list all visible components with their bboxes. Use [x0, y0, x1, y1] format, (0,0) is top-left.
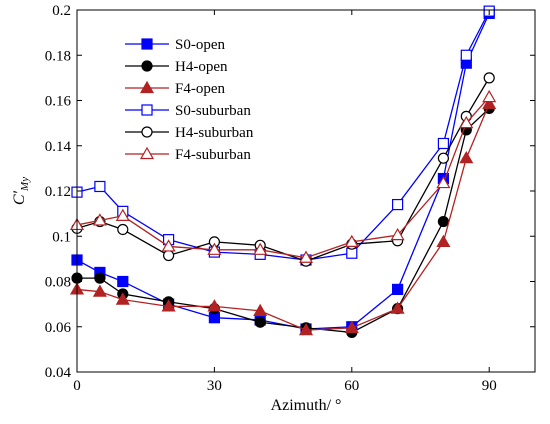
data-point — [161, 239, 176, 252]
y-tick-label: 0.06 — [45, 320, 72, 336]
axis-ticks: 0 30 60 90 0.04 0.06 0.08 0.1 0.12 0.14 0.16 0.18 0.… — [45, 3, 535, 394]
y-tick-label: 0.04 — [45, 365, 72, 381]
plot-marks — [69, 5, 497, 339]
series-line — [76, 96, 490, 259]
legend-label: S0-suburban — [175, 103, 251, 119]
legend-marker — [139, 80, 155, 94]
data-point — [482, 89, 497, 103]
legend-marker — [141, 104, 153, 116]
data-point — [115, 208, 130, 221]
data-point — [459, 150, 474, 164]
legend-entry: S0-open — [125, 37, 225, 53]
data-point — [94, 180, 106, 193]
data-point — [298, 322, 314, 336]
legend: S0-open H4-open F4-open S0-suburban H4-subur… — [125, 37, 254, 163]
data-point — [436, 234, 451, 248]
legend-label: H4-open — [175, 59, 228, 75]
series-F4-open — [69, 96, 497, 336]
data-point — [253, 242, 268, 255]
legend-entry: H4-open — [125, 59, 228, 75]
legend-marker — [141, 60, 153, 72]
data-point — [117, 223, 129, 236]
y-tick-label: 0.2 — [52, 3, 71, 19]
legend-entry: F4-suburban — [125, 146, 251, 163]
data-point — [392, 283, 404, 296]
x-tick-label: 0 — [73, 378, 81, 394]
data-point — [390, 301, 405, 314]
data-point — [254, 316, 266, 328]
data-point — [207, 299, 222, 312]
y-tick-label: 0.18 — [45, 48, 71, 64]
y-tick-label: 0.14 — [45, 139, 72, 155]
data-point — [298, 250, 314, 263]
data-point — [459, 115, 474, 129]
data-point — [94, 272, 106, 284]
data-point — [117, 275, 129, 288]
x-tick-label: 30 — [207, 378, 222, 394]
legend-entry: S0-suburban — [125, 103, 251, 119]
series-S0-suburban — [71, 5, 495, 266]
data-point — [92, 284, 107, 297]
legend-label: S0-open — [175, 37, 225, 53]
series-line — [76, 13, 490, 330]
svg-text:C′My: C′My — [11, 177, 31, 205]
legend-label: F4-open — [175, 81, 225, 97]
series-line — [76, 77, 490, 262]
legend-entry: H4-suburban — [125, 125, 254, 141]
data-point — [92, 213, 107, 226]
series-line — [76, 103, 490, 331]
data-point — [344, 320, 359, 333]
y-axis-title-sub: My — [19, 177, 31, 192]
series-S0-open — [71, 7, 495, 335]
data-point — [437, 137, 449, 150]
data-point — [482, 96, 497, 109]
data-point — [253, 303, 268, 317]
data-point — [436, 175, 451, 189]
data-point — [207, 242, 222, 255]
legend-label: F4-suburban — [175, 147, 251, 163]
y-axis-title-main: C′ — [11, 190, 28, 205]
legend-entry: F4-open — [125, 80, 225, 97]
data-point — [161, 299, 176, 312]
data-point — [163, 249, 175, 262]
data-point — [115, 292, 130, 305]
x-tick-label: 90 — [482, 378, 497, 394]
data-point — [390, 227, 405, 241]
data-point — [437, 152, 449, 164]
data-point — [392, 198, 404, 211]
series-line — [77, 107, 490, 334]
legend-marker — [139, 146, 155, 160]
series-H4-suburban — [71, 72, 495, 267]
data-point — [437, 215, 449, 228]
data-point — [483, 72, 495, 84]
y-axis-title: C′My — [11, 177, 31, 205]
y-tick-label: 0.16 — [45, 94, 72, 110]
series-line — [76, 10, 490, 261]
legend-marker — [141, 38, 153, 50]
data-point — [460, 49, 472, 61]
y-tick-label: 0.1 — [52, 229, 71, 245]
series-H4-open — [71, 102, 495, 339]
x-tick-label: 60 — [344, 378, 359, 394]
legend-marker — [141, 126, 153, 138]
legend-label: H4-suburban — [175, 125, 254, 141]
y-tick-label: 0.12 — [45, 184, 71, 200]
data-point — [344, 234, 359, 248]
y-tick-label: 0.08 — [45, 275, 71, 291]
x-axis-title: Azimuth/ ° — [271, 397, 342, 414]
